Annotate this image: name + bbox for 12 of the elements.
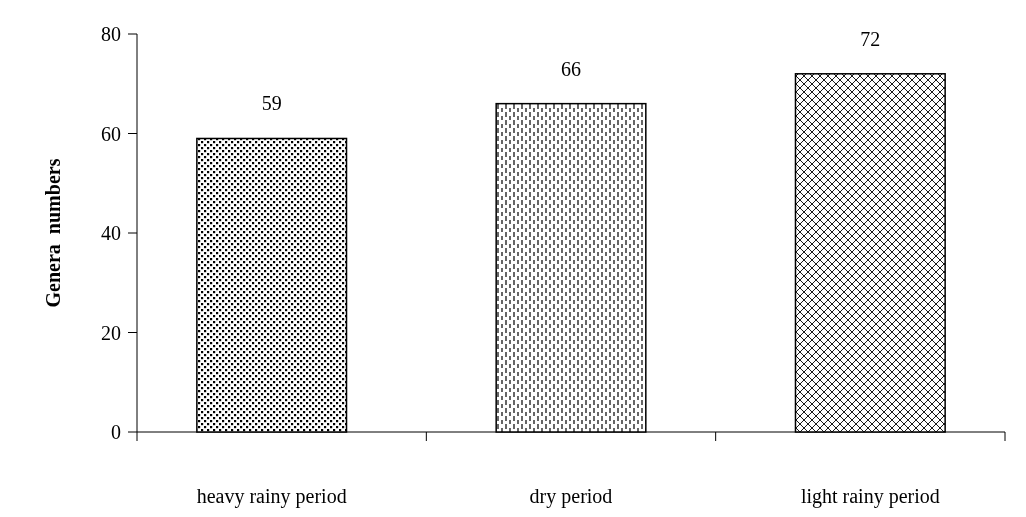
y-tick-label: 20 bbox=[101, 321, 121, 344]
x-tick-label: heavy rainy period bbox=[196, 485, 347, 508]
x-tick-label: light rainy period bbox=[800, 485, 940, 508]
y-tick-label: 40 bbox=[101, 222, 121, 244]
y-tick-label: 0 bbox=[111, 421, 121, 443]
y-axis-title: Genera numbers bbox=[42, 158, 64, 308]
data-label: 72 bbox=[860, 27, 881, 50]
x-tick-label: dry period bbox=[529, 485, 613, 508]
y-tick-label: 80 bbox=[101, 23, 121, 45]
data-label: 66 bbox=[561, 57, 581, 80]
data-label: 59 bbox=[261, 92, 282, 115]
y-tick-label: 60 bbox=[101, 122, 121, 145]
